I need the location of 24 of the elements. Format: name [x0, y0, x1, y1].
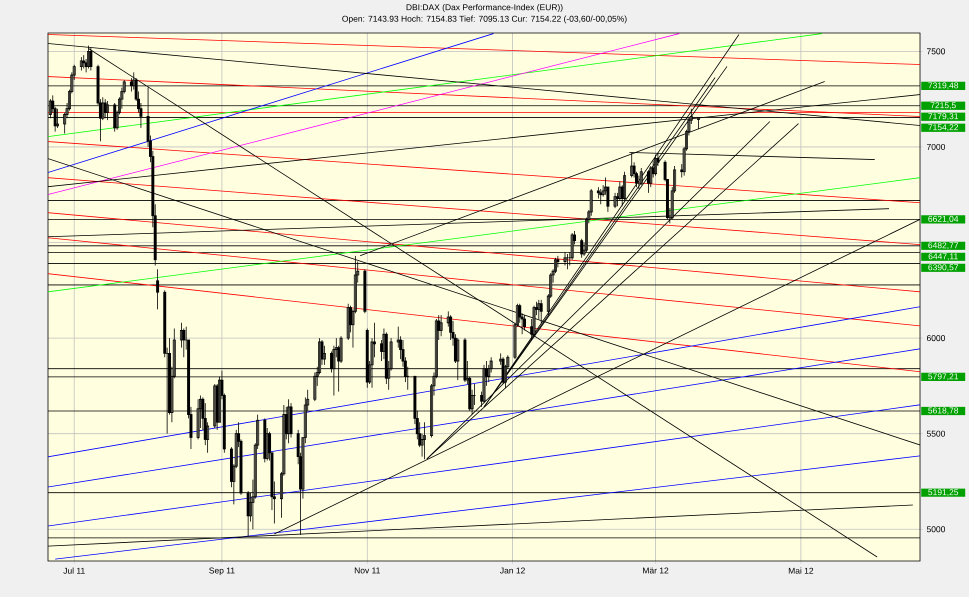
- ref-line-label: 7319,48: [928, 82, 958, 90]
- x-tick-label: Jul 11: [63, 568, 85, 574]
- x-tick-label: Mär 12: [643, 568, 668, 574]
- y-tick-label: 7000: [926, 144, 946, 150]
- x-tick-label: Nov 11: [354, 568, 380, 574]
- y-tick-label: 7500: [926, 48, 946, 54]
- y-tick-label: 6000: [926, 335, 946, 342]
- x-tick-label: Jan 12: [500, 568, 525, 574]
- ref-line-label: 7154,22: [928, 124, 958, 132]
- y-tick-label: 5500: [926, 430, 946, 437]
- chart-subtitle: Open: 7143.93 Hoch: 7154.83 Tief: 7095.13 Cur: 7154.22 (-03,60/-00,05%): [342, 16, 627, 24]
- x-tick-label: Mai 12: [788, 568, 814, 574]
- chart-title: DBI:DAX (Dax Performance-Index (EUR)): [406, 4, 563, 12]
- ref-line-label: 5191,25: [928, 489, 958, 496]
- ref-line-label: 7215,5: [930, 102, 956, 110]
- x-tick-label: Sep 11: [209, 568, 235, 576]
- ref-line-label: 5618,78: [928, 407, 958, 414]
- ref-line-label: 5797,21: [928, 373, 958, 380]
- ref-line-label: 7179,31: [928, 113, 958, 120]
- y-tick-label: 5000: [926, 526, 946, 532]
- ref-line-label: 6390,57: [928, 264, 958, 272]
- ref-line-label: 6482,77: [928, 242, 958, 250]
- ref-line-label: 6621,04: [928, 216, 958, 223]
- ref-line-label: 6447,11: [928, 253, 958, 260]
